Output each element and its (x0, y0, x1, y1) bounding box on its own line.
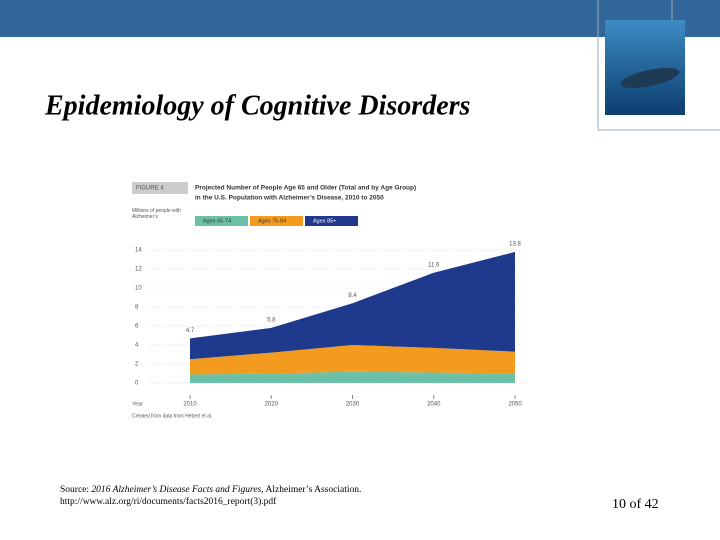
area (190, 251, 515, 360)
legend-swatch (195, 216, 248, 226)
slide-title: Epidemiology of Cognitive Disorders (44, 90, 471, 121)
source: Source: 2016 Alzheimer’s Disease Facts a… (60, 485, 361, 495)
y-tick-label: 14 (135, 248, 142, 254)
source-suffix: Alzheimer’s Association. (264, 485, 362, 495)
legend-label: Ages 85+ (313, 218, 336, 224)
area (190, 345, 515, 375)
x-tick-label: 2040 (427, 402, 441, 408)
chart-note: Created from data from Hebert et al. (132, 413, 212, 419)
y-tick-label: 0 (135, 381, 139, 387)
x-tick-label: 2020 (265, 402, 279, 408)
x-tick-label: 2010 (183, 402, 197, 408)
top-band (0, 0, 720, 37)
legend-label: Ages 75-84 (258, 218, 286, 224)
x-axis-label: Year (132, 401, 143, 407)
whale-shape (620, 67, 680, 89)
page-number: 10 of 42 (612, 497, 659, 512)
area (190, 371, 515, 383)
y-tick-label: 2 (135, 362, 139, 368)
legend-label: Ages 65-74 (203, 218, 231, 224)
legend-swatch (250, 216, 303, 226)
chart-title: Projected Number of People Age 65 and Ol… (195, 185, 416, 192)
total-label: 8.4 (348, 293, 357, 299)
source-prefix: Source: (60, 485, 91, 495)
source-italic: 2016 Alzheimer’s Disease Facts and Figur… (91, 485, 263, 495)
chart: FIGURE 4 Projected Number of People Age … (112, 172, 540, 427)
y-tick-label: 4 (135, 343, 139, 349)
y-tick-label: 6 (135, 324, 139, 330)
source-url: http://www.alz.org/ri/documents/facts201… (60, 496, 277, 507)
legend-swatch (305, 216, 358, 226)
x-tick-label: 2030 (346, 402, 360, 408)
y-tick-label: 8 (135, 305, 139, 311)
y-tick-label: 10 (135, 286, 142, 292)
total-label: 5.8 (267, 317, 276, 323)
y-axis-label: Millions of people with Alzheimer’s (132, 208, 181, 220)
y-label-box: Millions of people with Alzheimer’s (132, 208, 181, 220)
whale-image (605, 20, 685, 115)
x-tick-label: 2050 (508, 402, 522, 408)
total-label: 4.7 (186, 328, 195, 334)
y-tick-label: 12 (135, 267, 142, 273)
total-label: 13.8 (509, 241, 521, 247)
figure-label-box (132, 182, 188, 194)
total-label: 11.6 (428, 262, 440, 268)
figure-label: FIGURE 4 (136, 186, 164, 192)
chart-subtitle: in the U.S. Population with Alzheimer’s … (195, 195, 384, 202)
